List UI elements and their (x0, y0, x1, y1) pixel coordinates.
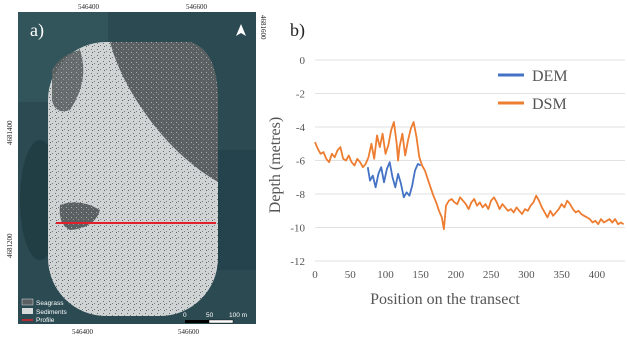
x-tick-label: 250 (483, 269, 500, 281)
x-tick-label: 0 (312, 269, 318, 281)
y-tick-label: -12 (290, 256, 305, 268)
y-axis-label: Depth (metres) (268, 117, 284, 213)
x-tick-label: 150 (412, 269, 429, 281)
legend-swatch-sediments (22, 308, 33, 314)
legend-label-seagrass: Seagrass (36, 300, 64, 307)
x-tick-label: 100 (377, 269, 394, 281)
y-tick-label: -10 (290, 223, 305, 235)
y-tick-label: -2 (296, 89, 305, 101)
chart-panel: b) 0 -2 -4 -6 -8 -10 -12 0 50 100 150 200 250 300 350… (267, 0, 627, 336)
depth-chart: b) 0 -2 -4 -6 -8 -10 -12 0 50 100 150 200 250 300 350… (267, 20, 625, 308)
map-panel-label: a) (30, 20, 44, 41)
north-arrow-icon (236, 24, 246, 36)
legend-label-profile: Profile (36, 317, 55, 324)
top-tick-2: 546600 (186, 3, 208, 11)
y-tick-label: -4 (296, 122, 306, 134)
chart-grid (315, 59, 625, 262)
map-legend: Seagrass Sediments Profile (21, 298, 67, 324)
chart-panel-label: b) (290, 20, 305, 41)
top-tick-1: 546400 (78, 3, 100, 11)
legend-label-dsm: DSM (532, 96, 567, 113)
scale-label-100: 100 m (229, 312, 247, 319)
x-axis-ticks: 0 50 100 150 200 250 300 350 400 (312, 269, 605, 281)
y-tick-label: -8 (296, 189, 306, 201)
x-tick-label: 50 (345, 269, 357, 281)
x-tick-label: 200 (448, 269, 465, 281)
bottom-tick-1: 546400 (72, 328, 94, 336)
scale-label-50: 50 (206, 312, 214, 319)
classification-area (48, 42, 218, 316)
legend-label-dem: DEM (532, 68, 568, 85)
chart-lines (314, 121, 625, 231)
series-line-dem (366, 161, 422, 199)
scale-bar: 0 50 100 m (183, 312, 247, 324)
bottom-tick-2: 546600 (178, 328, 200, 336)
series-line-dsm (314, 121, 625, 231)
chart-legend: DEM DSM (498, 68, 568, 113)
legend-label-sediments: Sediments (36, 309, 67, 316)
left-tick-1: 4681200 (6, 233, 14, 258)
scale-label-0: 0 (183, 312, 187, 319)
legend-swatch-seagrass (21, 298, 34, 306)
y-tick-label: 0 (300, 55, 306, 67)
x-axis-label: Position on the transect (370, 291, 520, 308)
y-tick-label: -6 (296, 156, 306, 168)
x-tick-label: 300 (518, 269, 535, 281)
right-tick: 4681600 (259, 15, 267, 40)
x-tick-label: 400 (589, 269, 606, 281)
y-axis-ticks: 0 -2 -4 -6 -8 -10 -12 (290, 55, 305, 268)
x-tick-label: 350 (553, 269, 570, 281)
map-panel: a) 546400 546600 546400 546600 4681200 4… (0, 0, 268, 336)
left-tick-2: 4681400 (6, 120, 14, 145)
map-svg: a) 546400 546600 546400 546600 4681200 4… (6, 3, 267, 336)
